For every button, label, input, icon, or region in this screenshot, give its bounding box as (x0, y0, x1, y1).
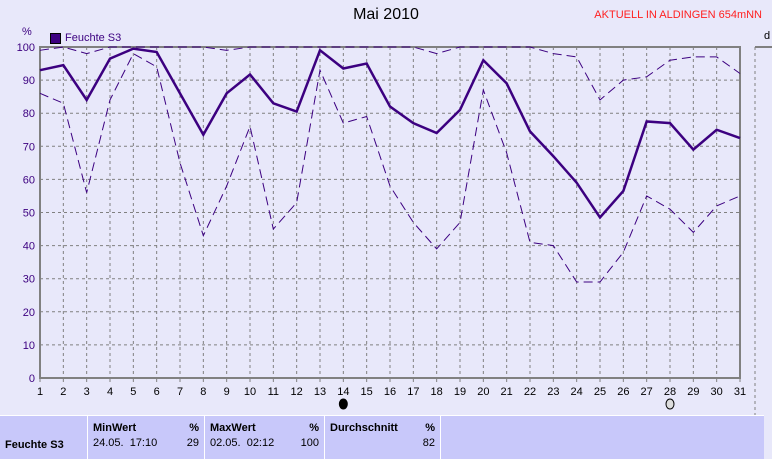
x-tick-label: 30 (711, 386, 723, 398)
x-tick-label: 7 (177, 386, 183, 398)
x-tick-label: 15 (361, 386, 373, 398)
y-tick-label: 0 (29, 373, 35, 385)
x-tick-label: 11 (268, 386, 279, 398)
right-axis-label: d (764, 30, 771, 42)
x-tick-label: 24 (571, 386, 583, 398)
legend: Feuchte S3 (50, 32, 121, 44)
max-time: 02.05. 02:12 (210, 437, 275, 449)
y-tick-label: 20 (23, 307, 35, 319)
legend-label: Feuchte S3 (65, 32, 122, 44)
y-tick-label: 40 (23, 241, 35, 253)
max-unit: % (309, 422, 319, 434)
y-tick-label: 70 (23, 141, 35, 153)
x-tick-label: 19 (454, 386, 466, 398)
min-unit: % (189, 422, 199, 434)
x-tick-label: 21 (501, 386, 513, 398)
max-cell: MaxWert% 02.05. 02:12 100 (205, 416, 325, 459)
y-tick-label: 60 (23, 174, 35, 186)
x-tick-label: 26 (617, 386, 629, 398)
chart-title: Mai 2010 (353, 6, 419, 23)
sensor-name: Feuchte S3 (5, 439, 64, 451)
avg-cell: Durchschnitt% 82 (325, 416, 441, 459)
x-tick-label: 18 (431, 386, 443, 398)
x-tick-label: 17 (407, 386, 419, 398)
y-tick-label: 80 (23, 108, 35, 120)
x-tick-label: 1 (37, 386, 43, 398)
x-tick-label: 4 (107, 386, 113, 398)
full-moon-icon (338, 398, 348, 410)
series-line-range (39, 46, 741, 101)
max-value: 100 (300, 437, 319, 449)
avg-value: 82 (422, 437, 435, 449)
sensor-cell: Feuchte S3 (0, 416, 88, 459)
x-tick-label: 6 (154, 386, 160, 398)
x-tick-label: 5 (130, 386, 136, 398)
x-tick-label: 28 (664, 386, 676, 398)
y-axis-unit: % (22, 26, 32, 38)
series-line-avg (39, 47, 741, 220)
x-tick-label: 13 (314, 386, 326, 398)
x-tick-label: 2 (60, 386, 66, 398)
x-tick-label: 16 (384, 386, 396, 398)
x-tick-label: 10 (244, 386, 256, 398)
location-notice: AKTUELL IN ALDINGEN 654mNN (594, 9, 762, 21)
min-cell: MinWert% 24.05. 17:10 29 (88, 416, 205, 459)
x-tick-label: 25 (594, 386, 606, 398)
avg-label: Durchschnitt (330, 422, 398, 434)
y-tick-label: 50 (23, 208, 35, 220)
x-tick-label: 27 (641, 386, 653, 398)
min-label: MinWert (93, 422, 137, 434)
x-tick-label: 12 (291, 386, 303, 398)
y-tick-label: 30 (23, 274, 35, 286)
y-tick-label: 90 (23, 75, 35, 87)
x-tick-label: 3 (84, 386, 90, 398)
legend-swatch (50, 32, 61, 44)
y-tick-label: 10 (23, 340, 35, 352)
x-tick-label: 23 (547, 386, 559, 398)
x-tick-label: 8 (200, 386, 206, 398)
x-tick-label: 22 (524, 386, 536, 398)
new-moon-icon (665, 398, 675, 410)
x-tick-label: 14 (337, 386, 349, 398)
min-value: 29 (186, 437, 199, 449)
x-tick-label: 29 (687, 386, 699, 398)
series-line-range (39, 52, 741, 283)
y-tick-label: 100 (17, 42, 35, 54)
x-tick-label: 20 (477, 386, 489, 398)
max-label: MaxWert (210, 422, 256, 434)
min-time: 24.05. 17:10 (93, 437, 158, 449)
stats-panel: Feuchte S3 MinWert% 24.05. 17:10 29 MaxWe… (0, 415, 764, 459)
x-tick-label: 31 (734, 386, 746, 398)
x-tick-label: 9 (224, 386, 230, 398)
avg-unit: % (425, 422, 435, 434)
